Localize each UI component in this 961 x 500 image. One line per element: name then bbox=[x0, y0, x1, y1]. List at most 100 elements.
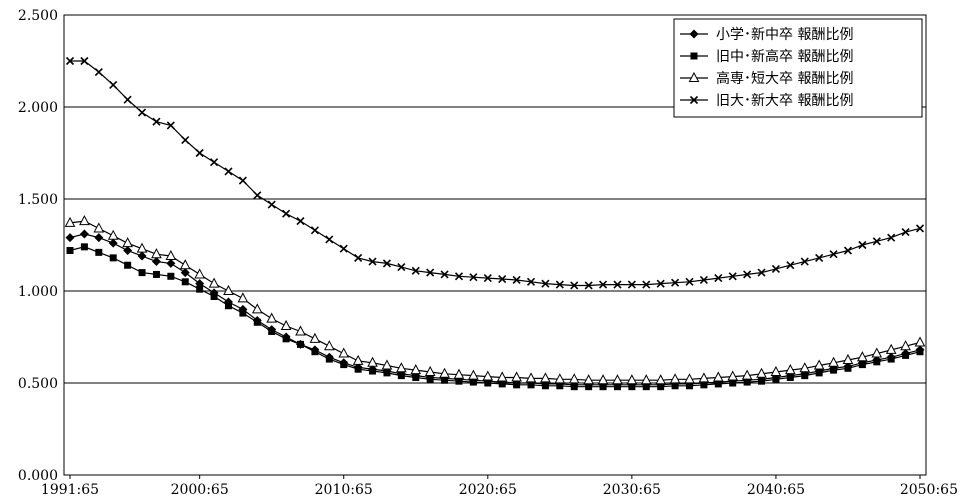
data-point-square bbox=[383, 369, 391, 377]
data-point-x bbox=[498, 274, 507, 284]
data-point-x bbox=[166, 121, 175, 130]
data-point-triangle-open bbox=[669, 373, 681, 384]
data-point-triangle-open bbox=[107, 229, 119, 240]
data-point-x bbox=[368, 257, 377, 266]
data-point-x bbox=[699, 275, 708, 285]
data-point-square bbox=[887, 355, 895, 363]
data-point-triangle-open bbox=[842, 353, 854, 364]
data-point-x bbox=[541, 279, 550, 288]
legend-marker-square bbox=[690, 52, 698, 60]
data-point-triangle-open bbox=[712, 371, 724, 382]
data-point-x bbox=[440, 270, 449, 279]
data-point-x bbox=[512, 275, 521, 285]
data-point-square bbox=[700, 381, 708, 389]
data-point-square bbox=[152, 270, 160, 278]
data-point-triangle-open bbox=[439, 367, 450, 378]
data-point-square bbox=[455, 377, 463, 385]
y-tick-label: 1.500 bbox=[18, 192, 58, 208]
data-point-square bbox=[340, 361, 348, 369]
data-point-square bbox=[844, 364, 852, 372]
legend-box bbox=[673, 18, 923, 118]
data-point-diamond bbox=[79, 229, 89, 239]
data-point-square bbox=[743, 378, 751, 386]
data-point-x bbox=[382, 259, 392, 268]
data-point-square bbox=[196, 285, 204, 293]
data-point-diamond bbox=[108, 238, 118, 248]
data-point-square bbox=[657, 383, 665, 391]
data-point-triangle-open bbox=[540, 372, 551, 383]
data-point-triangle-open bbox=[280, 319, 292, 330]
data-point-triangle-open bbox=[122, 237, 133, 248]
data-point-square bbox=[599, 383, 607, 391]
legend-label: 高専･短大卒 報酬比例 bbox=[716, 70, 853, 87]
data-point-x bbox=[152, 117, 161, 126]
y-tick-label: 2.000 bbox=[18, 100, 58, 116]
data-point-triangle-open bbox=[482, 370, 494, 381]
data-point-square bbox=[369, 367, 377, 375]
data-point-triangle-open bbox=[511, 371, 522, 382]
x-tick-label: 2010:65 bbox=[315, 482, 373, 498]
gridlines bbox=[64, 106, 926, 384]
data-point-square bbox=[916, 348, 924, 356]
data-point-triangle-open bbox=[151, 248, 162, 259]
data-point-triangle-open bbox=[741, 369, 753, 380]
data-point-square bbox=[66, 247, 74, 255]
data-point-triangle-open bbox=[914, 336, 926, 347]
data-point-square bbox=[268, 327, 276, 335]
data-point-triangle-open bbox=[525, 372, 537, 383]
series-1 bbox=[65, 229, 925, 390]
x-axis-tick-labels: 1991:65 2000:65 2010:65 2020:65 2030:65 2040:… bbox=[41, 475, 958, 498]
data-point-x bbox=[800, 257, 809, 266]
data-point-x bbox=[901, 228, 910, 237]
data-point-square bbox=[858, 361, 866, 369]
data-point-triangle-open bbox=[799, 362, 811, 373]
data-point-square bbox=[239, 309, 247, 317]
data-point-x bbox=[671, 278, 680, 287]
x-tick-label: 1991:65 bbox=[41, 482, 99, 498]
data-point-x bbox=[224, 167, 233, 176]
data-point-triangle-open bbox=[93, 222, 105, 233]
data-point-x bbox=[267, 200, 276, 209]
data-point-triangle-open bbox=[64, 216, 76, 227]
data-point-x bbox=[80, 56, 89, 66]
data-point-triangle-open bbox=[655, 374, 667, 385]
data-point-x bbox=[296, 217, 305, 226]
data-point-x bbox=[815, 253, 824, 262]
data-point-x bbox=[310, 226, 319, 235]
data-point-x bbox=[454, 272, 464, 281]
series-3 bbox=[64, 215, 926, 385]
data-point-x bbox=[771, 264, 780, 273]
series-line bbox=[69, 233, 921, 386]
data-point-triangle-open bbox=[583, 374, 594, 385]
legend-label: 旧中･新高卒 報酬比例 bbox=[716, 48, 853, 65]
data-point-square bbox=[224, 302, 232, 310]
data-point-x bbox=[109, 80, 118, 89]
data-point-x bbox=[65, 56, 75, 66]
data-point-triangle-open bbox=[223, 284, 234, 295]
data-point-triangle-open bbox=[165, 249, 177, 261]
data-point-x bbox=[728, 272, 737, 281]
data-point-square bbox=[541, 382, 549, 390]
series-4 bbox=[65, 56, 925, 290]
legend-label: 旧大･新大卒 報酬比例 bbox=[716, 93, 853, 109]
data-point-diamond bbox=[65, 233, 75, 243]
data-point-triangle-open bbox=[468, 369, 479, 380]
data-point-square bbox=[282, 335, 290, 343]
data-point-x bbox=[354, 253, 363, 262]
data-point-diamond bbox=[151, 257, 161, 267]
data-point-x bbox=[872, 237, 881, 246]
data-point-triangle-open bbox=[597, 374, 609, 385]
data-point-square bbox=[441, 376, 449, 384]
data-point-x bbox=[598, 280, 608, 289]
data-point-x bbox=[210, 158, 219, 167]
data-point-x bbox=[426, 268, 435, 277]
data-point-square bbox=[801, 372, 809, 380]
data-point-x bbox=[195, 148, 204, 158]
data-point-triangle-open bbox=[612, 374, 623, 385]
data-point-square bbox=[311, 348, 319, 356]
data-point-square bbox=[484, 379, 492, 387]
data-point-x bbox=[94, 67, 103, 77]
data-point-square bbox=[613, 383, 621, 391]
data-point-diamond bbox=[180, 268, 190, 278]
